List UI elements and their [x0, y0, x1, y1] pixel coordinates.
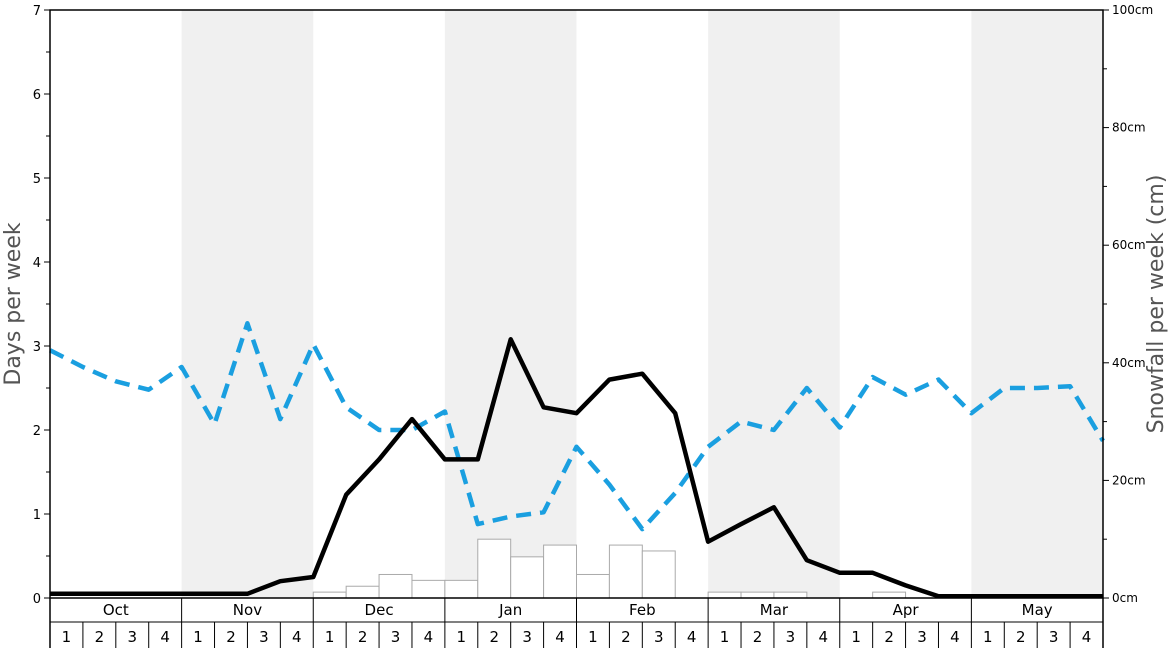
left-tick-label: 4	[33, 256, 41, 271]
week-label: 2	[884, 628, 894, 646]
snowfall-bar	[378, 573, 413, 599]
solid-series-line	[50, 337, 1103, 599]
month-labels: Oct Nov Dec Jan Feb Mar Apr May	[49, 598, 1104, 648]
snowfall-bars	[312, 538, 907, 599]
left-tick-label: 2	[33, 424, 41, 439]
week-label: 4	[687, 628, 697, 646]
month-label: Jan	[498, 601, 522, 619]
left-tick-label: 5	[33, 172, 41, 187]
left-axis: 0 1 2 3 4 5 6 7	[33, 4, 50, 607]
week-label: 4	[292, 628, 302, 646]
week-label: 4	[555, 628, 565, 646]
snowfall-bar	[510, 556, 545, 599]
series-lines	[48, 321, 1105, 599]
left-tick-label: 6	[33, 88, 41, 103]
week-label: 1	[720, 628, 730, 646]
left-tick-label: 0	[33, 592, 41, 607]
week-label: 3	[259, 628, 269, 646]
week-label: 1	[983, 628, 993, 646]
week-label: 4	[950, 628, 960, 646]
week-label: 2	[1016, 628, 1026, 646]
week-label: 3	[654, 628, 664, 646]
month-label: Oct	[103, 601, 129, 619]
week-label: 1	[325, 628, 335, 646]
month-label: Apr	[893, 601, 920, 619]
week-label: 1	[457, 628, 467, 646]
month-label: Dec	[365, 601, 394, 619]
week-label: 4	[1082, 628, 1092, 646]
right-axis-title: Snowfall per week (cm)	[1144, 175, 1168, 434]
snowfall-bar	[773, 591, 808, 599]
shade-jan	[444, 10, 577, 598]
snowfall-bar	[543, 544, 577, 599]
snowfall-bar	[707, 591, 742, 599]
right-tick-label: 40cm	[1112, 356, 1146, 370]
week-labels: 1 2 3 4 1 2 3 4 1 2 3 4 1 2 3 4 1 2 3 4 1 2 3 4 1 2 3 4 1 2 3 4	[62, 622, 1092, 648]
week-label: 2	[753, 628, 763, 646]
right-axis: 0cm 20cm 40cm 60cm 80cm 100cm	[1103, 3, 1153, 605]
shade-mar	[708, 10, 840, 598]
month-shading	[181, 10, 1103, 598]
week-label: 4	[819, 628, 829, 646]
snowfall-bar	[641, 550, 676, 599]
week-label: 1	[588, 628, 598, 646]
week-label: 3	[127, 628, 137, 646]
right-tick-label: 80cm	[1112, 121, 1146, 135]
snowfall-bar	[477, 538, 512, 599]
snowfall-bar	[345, 585, 380, 599]
snowfall-bar	[312, 591, 347, 599]
snowfall-bar	[576, 573, 610, 599]
left-axis-title: Days per week	[1, 222, 26, 385]
week-label: 3	[391, 628, 401, 646]
month-label: Mar	[760, 601, 789, 619]
left-tick-label: 3	[33, 340, 41, 355]
snowfall-bar	[740, 591, 775, 599]
snowfall-bar	[411, 579, 446, 599]
week-label: 4	[160, 628, 170, 646]
week-label: 3	[1049, 628, 1059, 646]
week-label: 3	[786, 628, 796, 646]
week-label: 3	[522, 628, 532, 646]
snowfall-bar	[608, 544, 643, 599]
week-label: 2	[226, 628, 236, 646]
shade-nov	[181, 10, 314, 598]
month-label: May	[1022, 601, 1053, 619]
week-label: 2	[95, 628, 105, 646]
left-tick-label: 1	[33, 508, 41, 523]
snowfall-bar	[444, 579, 479, 599]
month-label: Nov	[233, 601, 262, 619]
week-label: 3	[917, 628, 927, 646]
week-label: 2	[621, 628, 631, 646]
week-label: 1	[193, 628, 203, 646]
right-tick-label: 0cm	[1112, 591, 1138, 605]
week-label: 2	[489, 628, 499, 646]
left-tick-label: 7	[33, 4, 41, 19]
month-label: Feb	[629, 601, 656, 619]
week-label: 1	[851, 628, 861, 646]
right-tick-label: 100cm	[1112, 3, 1153, 17]
week-label: 4	[424, 628, 434, 646]
week-label: 1	[62, 628, 72, 646]
shade-may	[971, 10, 1103, 598]
snowfall-bar	[872, 591, 907, 599]
right-tick-label: 60cm	[1112, 238, 1146, 252]
right-tick-label: 20cm	[1112, 473, 1146, 487]
dashed-series-line	[48, 321, 1105, 532]
week-label: 2	[358, 628, 368, 646]
